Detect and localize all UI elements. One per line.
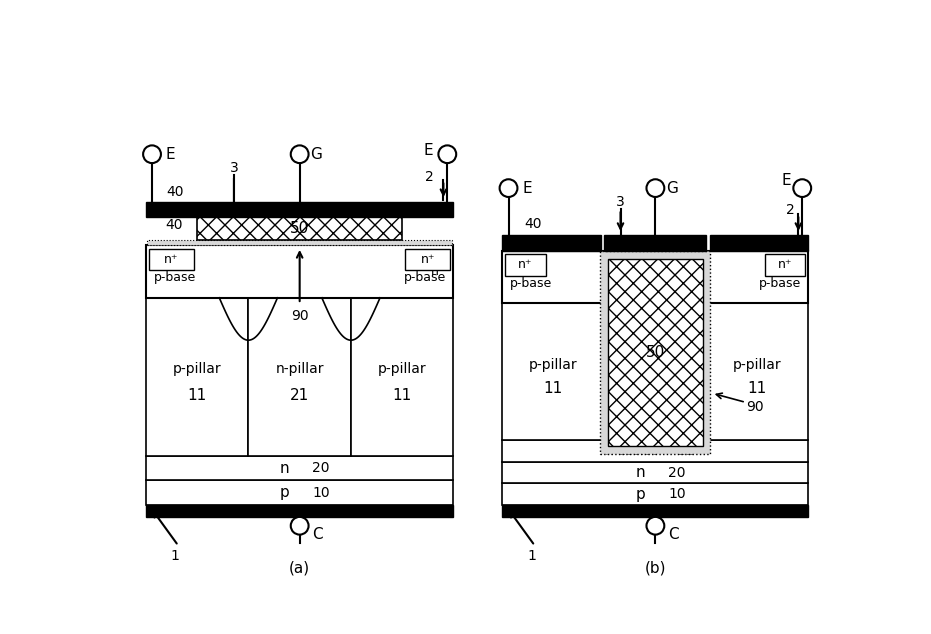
Text: p-pillar: p-pillar xyxy=(378,362,426,376)
Text: p-pillar: p-pillar xyxy=(173,362,222,376)
Text: 3: 3 xyxy=(230,160,238,174)
Bar xyxy=(503,440,808,462)
Bar xyxy=(146,202,453,217)
Circle shape xyxy=(290,145,308,163)
Text: n: n xyxy=(635,465,645,480)
Bar xyxy=(503,462,808,483)
Bar xyxy=(604,235,707,251)
Text: 2: 2 xyxy=(425,169,433,184)
Text: G: G xyxy=(667,181,678,196)
Text: n⁺: n⁺ xyxy=(164,253,179,266)
Text: 21: 21 xyxy=(646,380,665,396)
Text: n-assist: n-assist xyxy=(604,444,657,458)
Text: p-pillar: p-pillar xyxy=(733,358,782,372)
Text: p: p xyxy=(279,485,290,500)
Circle shape xyxy=(439,145,456,163)
Text: E: E xyxy=(166,146,176,162)
Text: p-pillar: p-pillar xyxy=(529,358,577,372)
Text: 40: 40 xyxy=(524,217,542,231)
Text: G: G xyxy=(311,146,322,162)
Text: n-pillar: n-pillar xyxy=(276,362,324,376)
Bar xyxy=(765,254,805,276)
Text: C: C xyxy=(668,527,679,542)
Text: E: E xyxy=(522,181,533,196)
Text: 30: 30 xyxy=(510,262,528,276)
Circle shape xyxy=(646,517,665,534)
Bar xyxy=(709,235,808,251)
Bar xyxy=(503,505,808,517)
Text: n⁺: n⁺ xyxy=(778,258,792,271)
Circle shape xyxy=(290,517,308,534)
Bar xyxy=(249,298,351,456)
Bar xyxy=(405,249,451,270)
Bar xyxy=(503,235,601,251)
Circle shape xyxy=(793,179,811,197)
Text: p-base: p-base xyxy=(154,271,196,285)
Text: 10: 10 xyxy=(668,487,685,501)
Bar xyxy=(147,240,452,245)
Text: n⁺: n⁺ xyxy=(431,265,446,278)
Text: 21: 21 xyxy=(290,388,309,403)
Text: E: E xyxy=(424,143,433,158)
Text: 11: 11 xyxy=(187,388,207,403)
Text: 10: 10 xyxy=(313,486,330,500)
Bar xyxy=(197,217,402,240)
Text: 50: 50 xyxy=(646,345,665,360)
Text: n: n xyxy=(279,460,290,476)
Bar xyxy=(600,251,710,454)
Text: 1: 1 xyxy=(527,549,536,563)
Text: p-base: p-base xyxy=(759,277,801,290)
Text: 2: 2 xyxy=(786,204,794,217)
Text: 3: 3 xyxy=(616,195,625,209)
Text: 20: 20 xyxy=(313,461,330,475)
Bar xyxy=(149,249,194,270)
Bar xyxy=(146,481,453,505)
Bar xyxy=(146,245,453,298)
Text: n-pillar: n-pillar xyxy=(631,358,680,372)
Text: 1: 1 xyxy=(170,549,180,563)
Text: 50: 50 xyxy=(290,221,309,236)
Text: 11: 11 xyxy=(393,388,412,403)
Bar xyxy=(503,483,808,505)
Text: p: p xyxy=(635,487,645,501)
Bar xyxy=(503,303,604,440)
Text: n⁺: n⁺ xyxy=(519,258,533,271)
Text: 90: 90 xyxy=(746,400,763,414)
Bar xyxy=(608,259,703,446)
Bar xyxy=(146,456,453,481)
Text: 90: 90 xyxy=(290,309,308,323)
Text: 30: 30 xyxy=(154,257,171,271)
Bar xyxy=(351,298,453,456)
Circle shape xyxy=(646,179,665,197)
Bar xyxy=(604,303,707,440)
Circle shape xyxy=(500,179,518,197)
Text: C: C xyxy=(312,527,323,542)
Bar xyxy=(503,251,808,303)
Text: (b): (b) xyxy=(644,560,667,576)
Text: n⁺: n⁺ xyxy=(421,253,435,266)
Text: 22: 22 xyxy=(677,444,695,458)
Text: p-base: p-base xyxy=(510,277,552,290)
Bar xyxy=(506,254,546,276)
Bar xyxy=(707,303,808,440)
Text: 11: 11 xyxy=(544,380,563,396)
Text: p-base: p-base xyxy=(403,271,446,285)
Bar xyxy=(146,505,453,517)
Text: 20: 20 xyxy=(668,465,685,480)
Text: E: E xyxy=(782,173,791,188)
Bar xyxy=(146,298,249,456)
Text: 40: 40 xyxy=(166,219,183,233)
Text: (a): (a) xyxy=(290,560,310,576)
Text: 11: 11 xyxy=(748,380,767,396)
Circle shape xyxy=(143,145,161,163)
Text: 40: 40 xyxy=(166,185,183,199)
